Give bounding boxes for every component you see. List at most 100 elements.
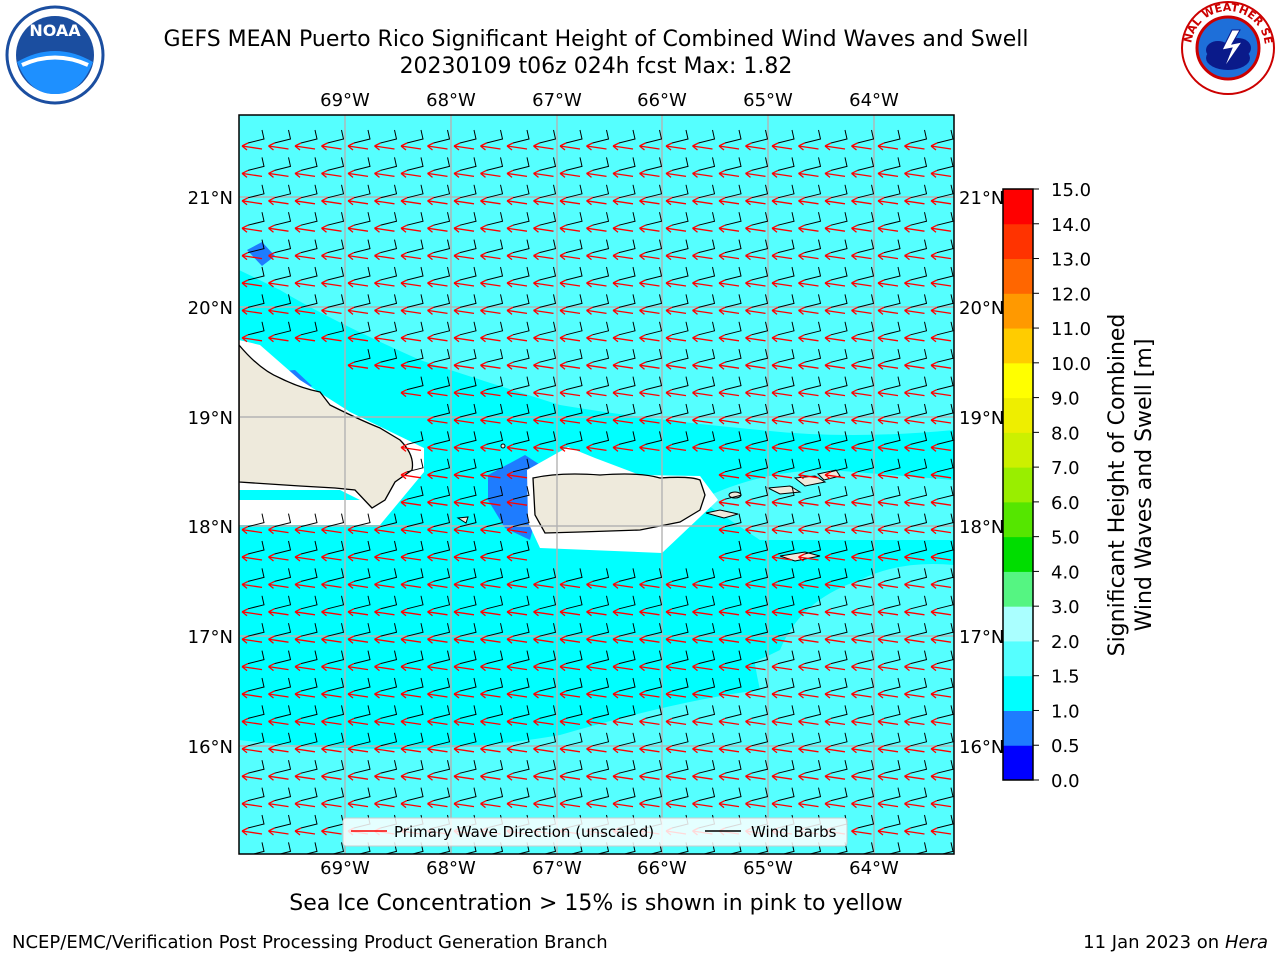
wind-barb bbox=[830, 184, 848, 199]
wind-barb bbox=[486, 321, 504, 336]
wave-direction-arrow bbox=[665, 252, 687, 261]
wind-barb bbox=[751, 732, 769, 747]
wind-barb bbox=[512, 540, 530, 555]
wave-direction-arrow bbox=[824, 279, 846, 288]
wind-barb bbox=[539, 623, 557, 637]
wind-barb bbox=[459, 595, 477, 610]
wave-direction-arrow bbox=[692, 334, 713, 343]
wave-direction-arrow bbox=[453, 553, 475, 562]
wind-barb bbox=[459, 650, 477, 665]
wave-direction-arrow bbox=[692, 635, 713, 644]
colorbar-swatch bbox=[1003, 293, 1033, 329]
wave-direction-arrow bbox=[268, 800, 289, 809]
wind-barb bbox=[459, 376, 477, 391]
wind-barb bbox=[910, 732, 928, 747]
wave-direction-arrow bbox=[400, 279, 422, 288]
wind-barb bbox=[486, 294, 504, 308]
wave-direction-arrow bbox=[374, 279, 395, 288]
wave-direction-arrow bbox=[798, 361, 819, 370]
wind-barb bbox=[565, 212, 583, 226]
wave-direction-arrow bbox=[268, 279, 289, 288]
wave-direction-arrow bbox=[321, 827, 342, 836]
colorbar-tick-label: 1.0 bbox=[1051, 701, 1080, 722]
wind-barb bbox=[883, 540, 901, 555]
wind-barb bbox=[618, 157, 636, 171]
wind-barb bbox=[857, 266, 875, 281]
wave-direction-arrow bbox=[294, 580, 316, 589]
wind-barb bbox=[565, 239, 583, 254]
map-area bbox=[239, 115, 954, 854]
wave-direction-arrow bbox=[851, 471, 872, 480]
wind-barb bbox=[327, 294, 345, 308]
wave-direction-arrow bbox=[851, 745, 872, 754]
wave-direction-arrow bbox=[294, 224, 316, 233]
wave-direction-arrow bbox=[268, 526, 289, 535]
wind-barb bbox=[512, 212, 530, 226]
wave-direction-arrow bbox=[480, 690, 501, 699]
wind-barb bbox=[486, 677, 504, 692]
wave-direction-arrow bbox=[851, 526, 872, 535]
wave-direction-arrow bbox=[586, 224, 607, 233]
lon-label: 64°W bbox=[849, 858, 899, 879]
wave-direction-arrow bbox=[639, 279, 660, 288]
wave-direction-arrow bbox=[294, 635, 316, 644]
wind-barb bbox=[247, 239, 265, 254]
wave-direction-arrow bbox=[745, 690, 766, 699]
wind-barb bbox=[830, 705, 848, 719]
wave-direction-arrow bbox=[665, 361, 687, 370]
wave-direction-arrow bbox=[400, 635, 422, 644]
wind-barb bbox=[433, 513, 451, 528]
wind-barb bbox=[512, 321, 530, 336]
wind-barb bbox=[512, 184, 530, 199]
wind-barb bbox=[671, 294, 689, 308]
wave-direction-arrow bbox=[453, 416, 475, 425]
wind-barb bbox=[380, 623, 398, 637]
wind-barb bbox=[804, 184, 822, 199]
wave-direction-arrow bbox=[612, 717, 634, 726]
wind-barb bbox=[671, 595, 689, 610]
wind-barb bbox=[406, 623, 424, 637]
wave-direction-arrow bbox=[347, 553, 369, 562]
wind-barb bbox=[300, 239, 318, 254]
wind-barb bbox=[645, 239, 663, 254]
lat-label: 18°N bbox=[188, 517, 233, 538]
wave-direction-arrow bbox=[851, 361, 872, 370]
wind-barb bbox=[883, 486, 901, 500]
wave-direction-arrow bbox=[453, 635, 475, 644]
wind-barb bbox=[300, 540, 318, 555]
wave-direction-arrow bbox=[506, 580, 528, 589]
wave-direction-arrow bbox=[506, 416, 528, 425]
wave-direction-arrow bbox=[321, 252, 342, 261]
colorbar-swatch bbox=[1003, 606, 1033, 642]
wind-barb bbox=[406, 677, 424, 692]
wave-direction-arrow bbox=[798, 553, 819, 562]
wind-barb bbox=[724, 376, 742, 391]
wind-barb bbox=[857, 239, 875, 254]
wind-barb bbox=[512, 349, 530, 363]
lat-labels-left: 21°N 20°N 19°N 18°N 17°N 16°N bbox=[188, 188, 233, 758]
wave-direction-arrow bbox=[586, 635, 607, 644]
colorbar-frame bbox=[1002, 188, 1034, 781]
wind-barb bbox=[247, 321, 265, 336]
chart-title: GEFS MEAN Puerto Rico Significant Height… bbox=[163, 27, 1029, 52]
wind-barb bbox=[539, 403, 557, 418]
wave-direction-arrow bbox=[480, 389, 501, 398]
wind-barb bbox=[645, 705, 663, 719]
wave-direction-arrow bbox=[851, 224, 872, 233]
colorbar-tick-label: 0.5 bbox=[1051, 736, 1080, 757]
wind-barb bbox=[512, 568, 530, 582]
wave-direction-arrow bbox=[241, 827, 263, 836]
wind-barb bbox=[459, 129, 477, 144]
wave-direction-arrow bbox=[533, 416, 554, 425]
wave-direction-arrow bbox=[718, 580, 740, 589]
wave-direction-arrow bbox=[294, 197, 316, 206]
wave-direction-arrow bbox=[268, 580, 289, 589]
wave-direction-arrow bbox=[480, 471, 501, 480]
wind-barb bbox=[698, 705, 716, 719]
wave-direction-arrow bbox=[745, 800, 766, 809]
wave-direction-arrow bbox=[824, 306, 846, 315]
wind-barb bbox=[247, 294, 265, 308]
wave-direction-arrow bbox=[612, 279, 634, 288]
lon-label: 67°W bbox=[532, 858, 582, 879]
wind-barb bbox=[274, 760, 292, 774]
